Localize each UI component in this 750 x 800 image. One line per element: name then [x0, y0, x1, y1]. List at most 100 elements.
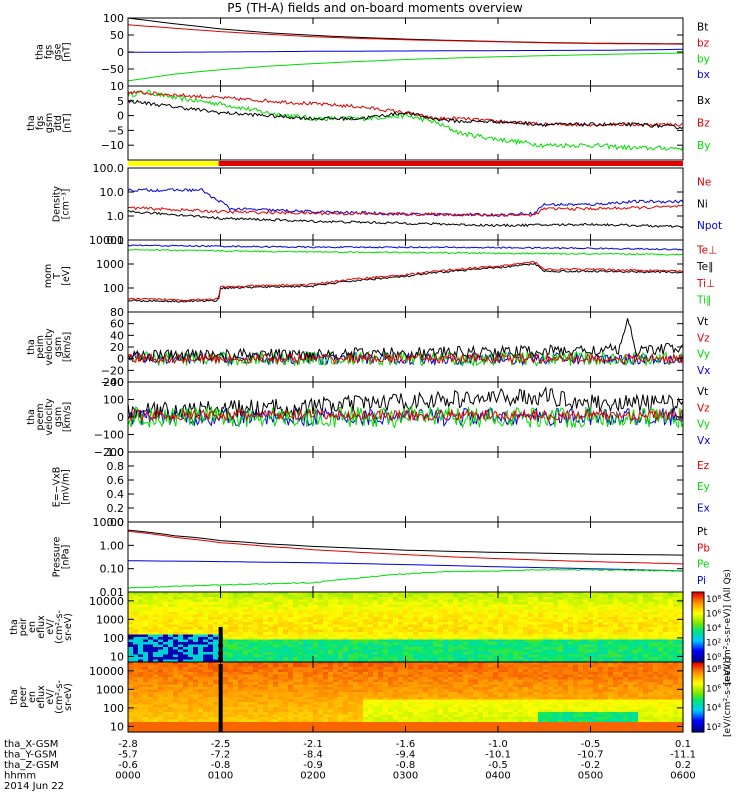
spectrogram-cell — [178, 694, 184, 698]
spectrogram-cell — [648, 607, 654, 611]
spectrogram-cell — [203, 642, 209, 646]
spectrogram-cell — [423, 627, 429, 631]
spectrogram-cell — [173, 622, 179, 626]
spectrogram-cell — [468, 629, 474, 633]
spectrogram-cell — [553, 629, 559, 633]
spectrogram-cell — [363, 682, 369, 686]
spectrogram-cell — [308, 729, 314, 733]
spectrogram-cell — [313, 604, 319, 608]
spectrogram-cell — [578, 629, 584, 633]
spectrogram-cell — [238, 652, 244, 656]
spectrogram-cell — [213, 712, 219, 716]
spectrogram-cell — [578, 627, 584, 631]
spectrogram-cell — [248, 659, 254, 663]
spectrogram-cell — [148, 697, 154, 701]
spectrogram-cell — [518, 597, 524, 601]
spectrogram-cell — [248, 607, 254, 611]
spectrogram-cell — [213, 642, 219, 646]
y-axis-label-line: [km/s] — [62, 332, 73, 362]
spectrogram-cell — [133, 614, 139, 618]
spectrogram-cell — [213, 614, 219, 618]
spectrogram-cell — [663, 607, 669, 611]
spectrogram-cell — [168, 654, 174, 658]
spectrogram-cell — [263, 702, 269, 706]
spectrogram-cell — [343, 657, 349, 661]
spectrogram-cell — [678, 649, 684, 653]
spectrogram-cell — [183, 637, 189, 641]
spectrogram-cell — [233, 674, 239, 678]
spectrogram-cell — [128, 699, 134, 703]
spectrogram-cell — [248, 709, 254, 713]
spectrogram-cell — [443, 602, 449, 606]
spectrogram-cell — [643, 614, 649, 618]
spectrogram-cell — [158, 667, 164, 671]
spectrogram-cell — [658, 632, 664, 636]
spectrogram-cell — [203, 602, 209, 606]
spectrogram-cell — [373, 712, 379, 716]
spectrogram-cell — [233, 707, 239, 711]
spectrogram-cell — [233, 697, 239, 701]
spectrogram-cell — [308, 717, 314, 721]
spectrogram-cell — [593, 639, 599, 643]
spectrogram-cell — [253, 617, 259, 621]
spectrogram-cell — [403, 612, 409, 616]
spectrogram-cell — [628, 654, 634, 658]
spectrogram-cell — [188, 679, 194, 683]
spectrogram-cell — [233, 704, 239, 708]
spectrogram-cell — [148, 662, 154, 666]
spectrogram-cell — [348, 682, 354, 686]
spectrogram-cell — [273, 644, 279, 648]
spectrogram-cell — [248, 657, 254, 661]
spectrogram-cell — [608, 617, 614, 621]
spectrogram-cell — [288, 689, 294, 693]
spectrogram-cell — [248, 667, 254, 671]
spectrogram-cell — [128, 657, 134, 661]
spectrogram-cell — [138, 662, 144, 666]
spectrogram-cell — [613, 614, 619, 618]
spectrogram-cell — [393, 639, 399, 643]
spectrogram-cell — [253, 699, 259, 703]
spectrogram-cell — [443, 642, 449, 646]
spectrogram-cell — [338, 657, 344, 661]
spectrogram-cell — [363, 669, 369, 673]
spectrogram-cell — [223, 594, 229, 598]
spectrogram-cell — [313, 667, 319, 671]
spectrogram-cell — [458, 614, 464, 618]
spectrogram-cell — [628, 609, 634, 613]
spectrogram-cell — [328, 642, 334, 646]
spectrogram-cell — [518, 654, 524, 658]
spectrogram-cell — [568, 659, 574, 663]
spectrogram-cell — [323, 669, 329, 673]
spectrogram-cell — [148, 709, 154, 713]
spectrogram-cell — [138, 719, 144, 723]
spectrogram-cell — [403, 629, 409, 633]
spectrogram-cell — [633, 632, 639, 636]
spectrogram-cell — [268, 649, 274, 653]
spectrogram-cell — [603, 607, 609, 611]
spectrogram-cell — [313, 692, 319, 696]
spectrogram-cell — [528, 627, 534, 631]
spectrogram-cell — [353, 664, 359, 668]
spectrogram-cell — [558, 642, 564, 646]
spectrogram-cell — [223, 629, 229, 633]
spectrogram-cell — [138, 594, 144, 598]
spectrogram-cell — [228, 604, 234, 608]
spectrogram-cell — [313, 677, 319, 681]
spectrogram-cell — [638, 592, 644, 596]
spectrogram-cell — [198, 607, 204, 611]
spectrogram-cell — [498, 622, 504, 626]
spectrogram-cell — [613, 659, 619, 663]
spectrogram-cell — [348, 592, 354, 596]
spectrogram-cell — [208, 704, 214, 708]
spectrogram-cell — [273, 684, 279, 688]
spectrogram-cell — [193, 714, 199, 718]
spectrogram-cell — [668, 629, 674, 633]
spectrogram-cell — [368, 689, 374, 693]
spectrogram-cell — [328, 702, 334, 706]
spectrogram-cell — [128, 639, 134, 643]
spectrogram-cell — [278, 702, 284, 706]
spectrogram-cell — [203, 684, 209, 688]
spectrogram-cell — [418, 604, 424, 608]
spectrogram-cell — [343, 622, 349, 626]
spectrogram-cell — [303, 632, 309, 636]
